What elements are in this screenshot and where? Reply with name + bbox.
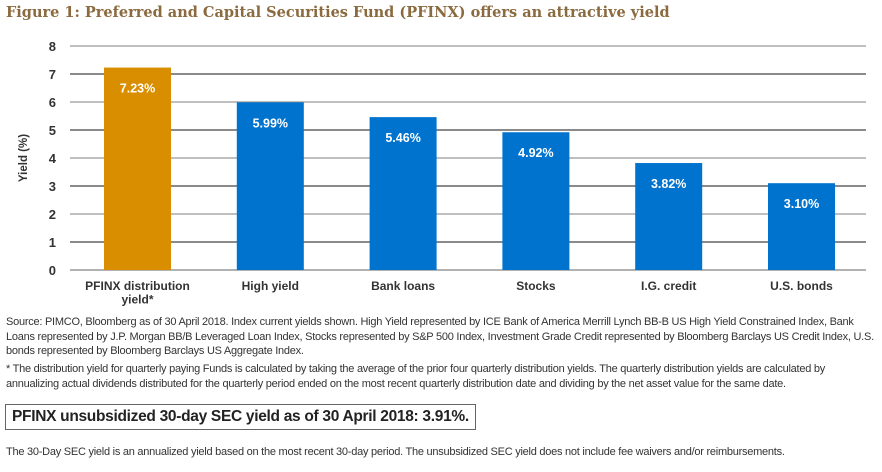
data-label: 5.46% xyxy=(385,131,420,145)
x-tick-label: U.S. bonds xyxy=(770,279,833,293)
x-tick-label: yield* xyxy=(121,293,153,307)
y-tick-label: 2 xyxy=(49,207,56,222)
bar-chart: 0 1 2 3 4 5 6 7 8 Yield (%) 7.23% PFINX distributio… xyxy=(18,39,866,307)
data-label: 4.92% xyxy=(518,146,553,160)
y-tick-label: 5 xyxy=(49,123,56,138)
y-tick-label: 4 xyxy=(49,151,57,166)
y-tick-label: 1 xyxy=(49,235,56,250)
footnote: * The distribution yield for quarterly p… xyxy=(6,363,825,390)
x-tick-label: High yield xyxy=(242,279,299,293)
y-tick-label: 7 xyxy=(49,67,56,82)
y-tick-label: 8 xyxy=(49,39,56,54)
y-axis-label: Yield (%) xyxy=(18,134,30,182)
data-label: 3.82% xyxy=(651,177,686,191)
sec-yield-note: The 30-Day SEC yield is an annualized yi… xyxy=(6,446,785,458)
source-note: Source: PIMCO, Bloomberg as of 30 April … xyxy=(6,316,874,357)
y-tick-label: 6 xyxy=(49,95,56,110)
bar xyxy=(104,67,171,270)
data-label: 3.10% xyxy=(784,197,819,211)
data-label: 7.23% xyxy=(120,82,155,96)
x-tick-label: PFINX distribution xyxy=(85,279,190,293)
bar xyxy=(635,163,703,270)
y-tick-label: 0 xyxy=(49,263,56,278)
x-tick-label: I.G. credit xyxy=(641,279,696,293)
bar xyxy=(768,183,835,270)
sec-yield-highlight: PFINX unsubsidized 30-day SEC yield as o… xyxy=(5,404,476,430)
bar xyxy=(502,132,570,270)
x-tick-label: Bank loans xyxy=(371,279,435,293)
bar xyxy=(369,117,437,271)
chart-title: Figure 1: Preferred and Capital Securiti… xyxy=(6,4,670,21)
bar xyxy=(236,102,304,270)
data-label: 5.99% xyxy=(253,116,288,130)
y-tick-label: 3 xyxy=(49,179,56,194)
x-tick-label: Stocks xyxy=(516,279,556,293)
